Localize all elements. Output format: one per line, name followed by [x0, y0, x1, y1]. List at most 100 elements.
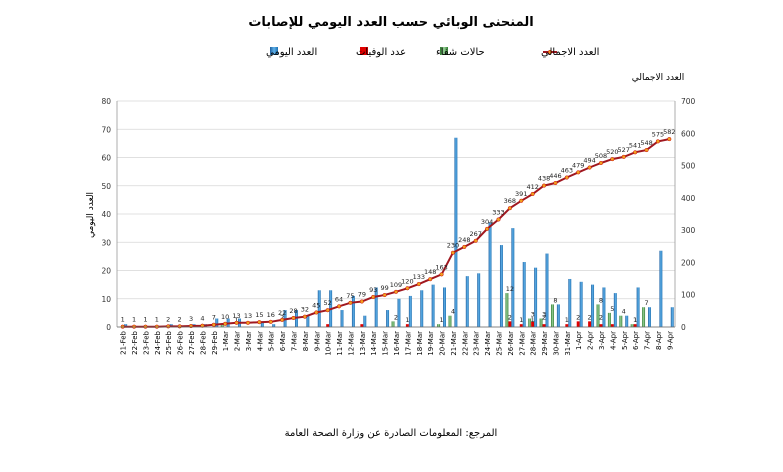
- cumulative-data-label: 13: [232, 312, 240, 320]
- x-tick-label: 25-Mar: [495, 331, 503, 356]
- x-tick-label: 28-Feb: [199, 330, 207, 354]
- right-tick-label: 300: [681, 226, 696, 235]
- cumulative-point: [245, 320, 251, 325]
- legend-label: عدد الوفيات: [356, 47, 406, 58]
- cumulative-point: [633, 150, 638, 155]
- deaths-bar: [599, 324, 603, 327]
- source-note: المرجع: المعلومات الصادرة عن وزارة الصحة…: [285, 428, 498, 439]
- x-tick-label: 16-Mar: [393, 331, 401, 356]
- bar-data-label: 1: [405, 316, 409, 324]
- x-tick-label: 3-Apr: [598, 331, 606, 350]
- recovered-bar: [539, 318, 543, 327]
- cumulative-data-label: 64: [335, 295, 343, 303]
- x-tick-label: 1-Apr: [575, 331, 583, 350]
- x-tick-label: 30-Mar: [552, 331, 560, 356]
- deaths-bar: [542, 324, 546, 327]
- legend-label: حالات شفاء: [436, 47, 485, 58]
- recovered-bar: [550, 304, 554, 327]
- legend-label: العدد الاجمالي: [541, 47, 599, 58]
- cumulative-data-label: 267: [470, 230, 482, 238]
- cumulative-point: [553, 180, 558, 186]
- cumulative-point: [507, 206, 512, 211]
- bar-data-label: 3: [542, 311, 546, 319]
- cumulative-point: [485, 226, 490, 231]
- cumulative-point: [587, 165, 592, 170]
- left-tick-label: 40: [101, 210, 111, 219]
- daily-bar: [215, 318, 219, 327]
- cumulative-data-label: 391: [515, 190, 527, 198]
- cumulative-data-label: 52: [324, 299, 332, 307]
- daily-bar: [625, 315, 629, 327]
- recovered-bar: [596, 304, 600, 327]
- cumulative-data-label: 16: [267, 311, 275, 319]
- x-tick-label: 3-Mar: [245, 331, 253, 351]
- x-tick-label: 25-Feb: [165, 330, 173, 354]
- x-tick-label: 23-Feb: [142, 330, 150, 354]
- daily-bar: [545, 253, 549, 327]
- axes: 0 10 20 30 40 50 60 70 80 0 100 200 300 400 500 600 700 2…: [101, 97, 695, 356]
- cumulative-point: [541, 183, 547, 188]
- right-tick-label: 600: [681, 129, 696, 138]
- daily-bar: [408, 295, 412, 327]
- cumulative-data-label: 4: [200, 315, 204, 323]
- cumulative-point: [348, 300, 353, 305]
- right-tick-label: 100: [681, 291, 696, 300]
- cumulative-data-label: 412: [526, 183, 538, 191]
- cumulative-point: [234, 320, 239, 325]
- cumulative-data-label: 99: [380, 284, 388, 292]
- cumulative-data-label: 13: [244, 312, 252, 320]
- bar-data-label: 2: [576, 313, 580, 321]
- cumulative-data-label: 28: [289, 307, 297, 315]
- daily-bar: [648, 307, 651, 327]
- chart-title: المنحنى الوبائي حسب العدد اليومي للإصابا…: [248, 15, 533, 30]
- deaths-bar: [565, 324, 569, 327]
- deaths-bar: [610, 324, 614, 327]
- bar-data-label: 2: [508, 313, 512, 321]
- cumulative-data-label: 3: [189, 315, 193, 323]
- x-tick-label: 29-Mar: [541, 331, 549, 356]
- x-tick-label: 8-Mar: [302, 331, 310, 351]
- cumulative-data-label: 2: [166, 315, 170, 323]
- legend-swatch: [440, 47, 448, 55]
- x-tick-label: 31-Mar: [564, 331, 572, 356]
- cumulative-point: [291, 315, 296, 321]
- cumulative-point: [211, 322, 216, 327]
- cumulative-data-label: 479: [572, 161, 584, 169]
- bar-data-label: 2: [280, 313, 284, 321]
- x-tick-label: 28-Mar: [530, 331, 538, 356]
- cumulative-data-label: 1: [132, 316, 136, 324]
- x-tick-label: 27-Feb: [188, 330, 196, 354]
- x-tick-label: 27-Mar: [518, 331, 526, 356]
- right-tick-label: 400: [681, 194, 696, 203]
- daily-bar: [602, 287, 606, 327]
- x-tick-label: 21-Mar: [450, 331, 458, 356]
- legend-swatch: [270, 47, 278, 55]
- bar-data-label: 1: [519, 316, 523, 324]
- cumulative-data-label: 1: [155, 316, 159, 324]
- x-tick-label: 9-Apr: [666, 331, 674, 350]
- recovered-bar: [607, 312, 611, 327]
- cumulative-data-label: 527: [618, 146, 630, 154]
- cumulative-point: [473, 238, 478, 243]
- cumulative-data-label: 120: [401, 277, 413, 285]
- cumulative-data-label: 304: [481, 218, 493, 226]
- daily-bar: [420, 290, 424, 327]
- x-tick-label: 14-Mar: [370, 331, 378, 356]
- cumulative-point: [257, 320, 262, 325]
- cumulative-data-label: 93: [369, 286, 377, 294]
- daily-bar: [499, 245, 503, 327]
- cumulative-data-label: 45: [312, 301, 320, 309]
- cumulative-data-label: 438: [538, 175, 550, 183]
- cumulative-data-label: 109: [390, 281, 402, 289]
- bar-data-label: 1: [633, 316, 637, 324]
- bar-data-label: 12: [506, 285, 514, 293]
- cumulative-point: [166, 324, 171, 329]
- daily-bar: [454, 137, 458, 327]
- cumulative-point: [302, 314, 307, 319]
- x-tick-label: 11-Mar: [336, 331, 344, 356]
- cumulative-point: [496, 217, 501, 222]
- cumulative-data-label: 248: [458, 236, 470, 244]
- cumulative-data-label: 541: [629, 141, 641, 149]
- deaths-bar: [326, 324, 330, 327]
- daily-bar: [556, 304, 560, 327]
